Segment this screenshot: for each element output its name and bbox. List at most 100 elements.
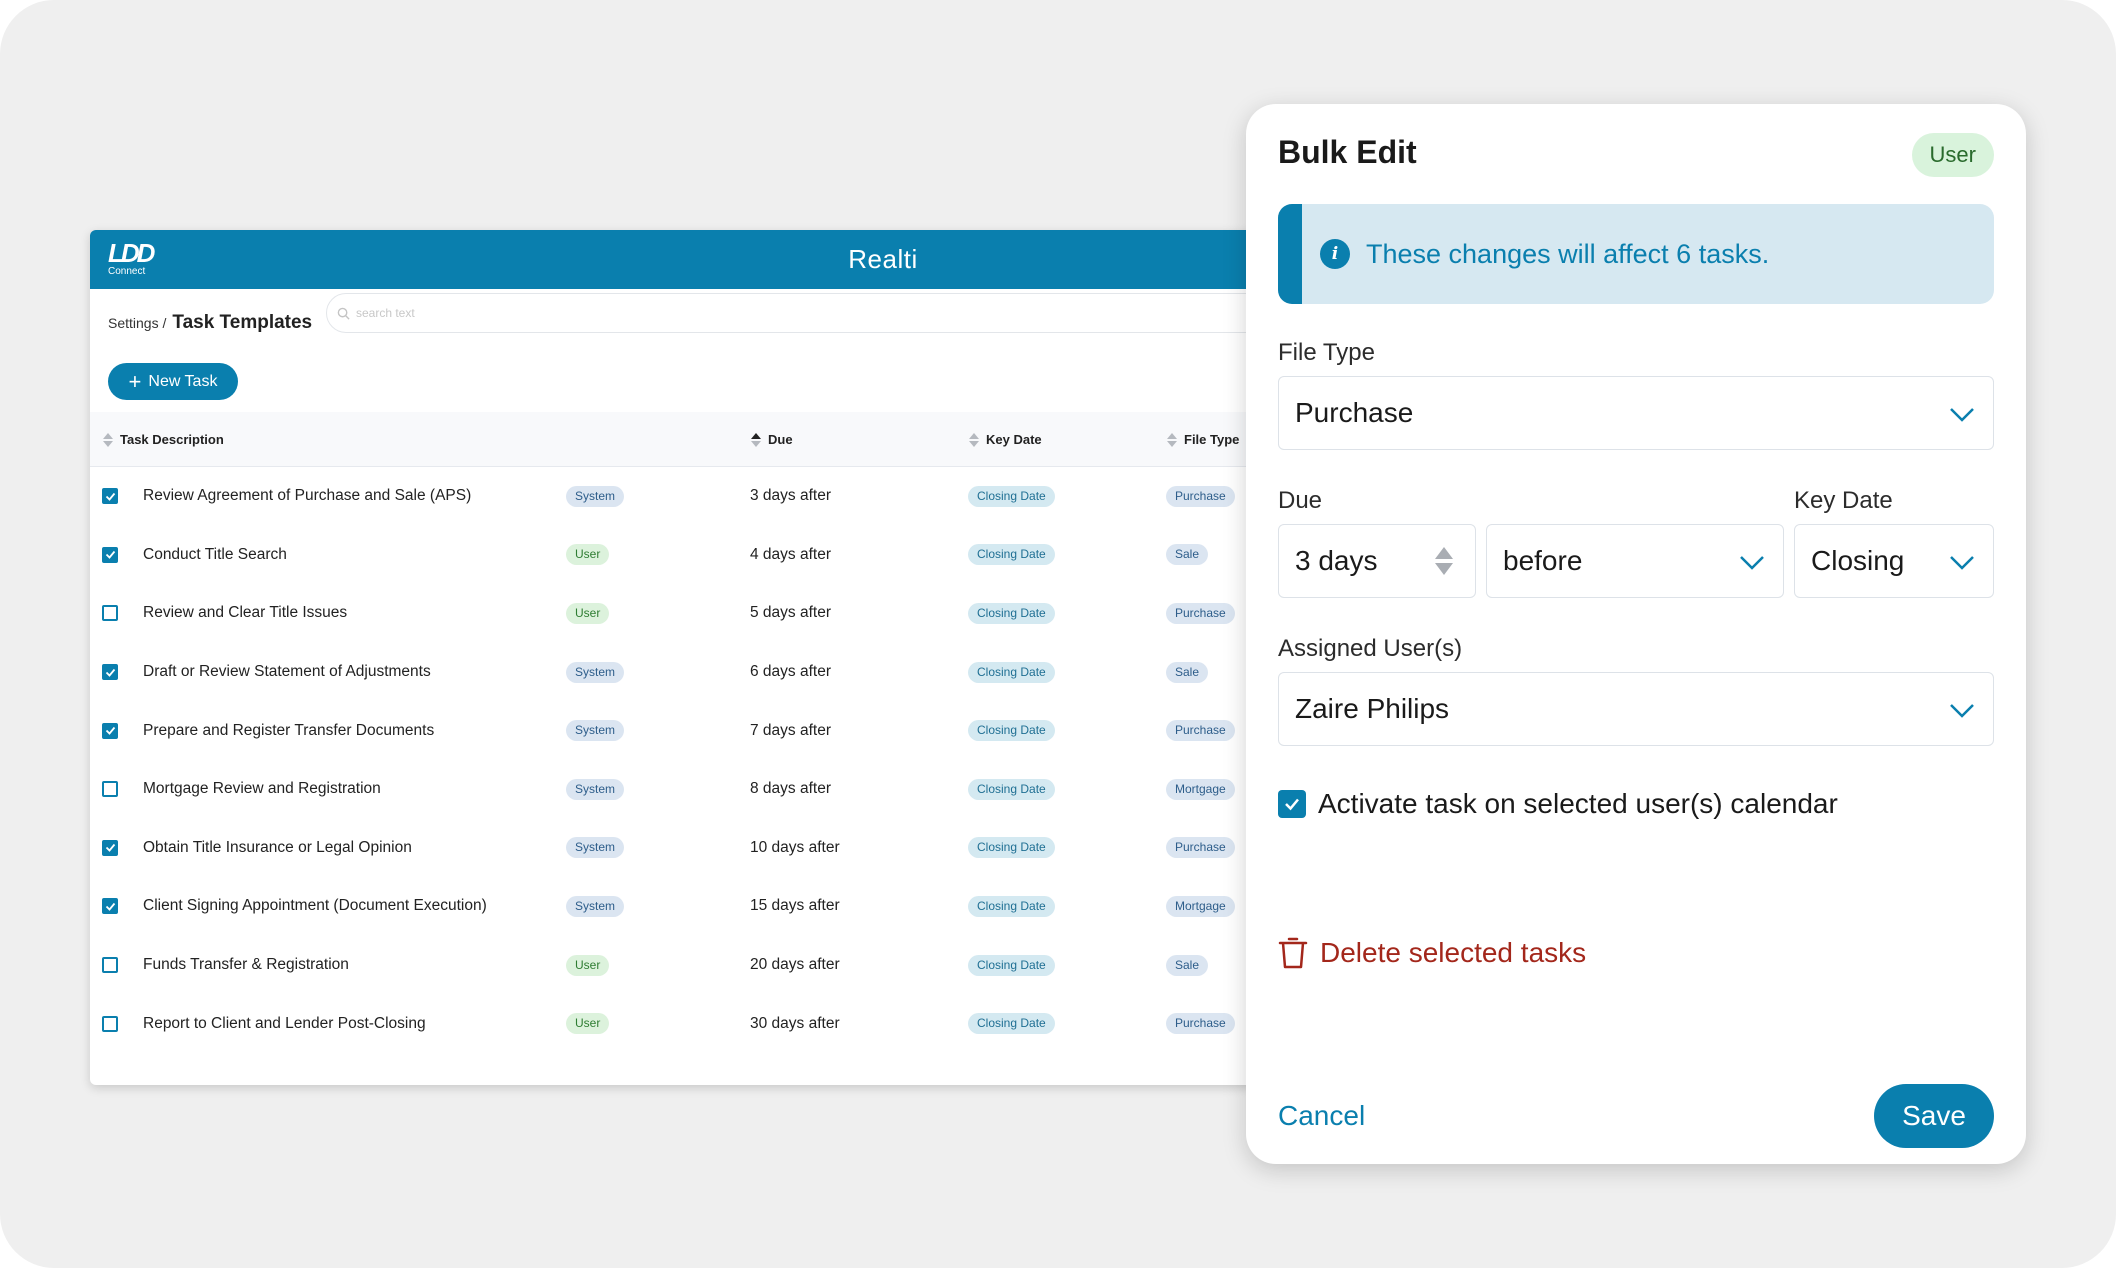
search-box[interactable]	[326, 293, 1350, 333]
table-row[interactable]: Conduct Title Search User 4 days after Clos…	[90, 526, 1350, 585]
file-type-badge: Sale	[1166, 661, 1209, 683]
table-row[interactable]: Draft or Review Statement of Adjustments…	[90, 643, 1350, 702]
chevron-down-icon	[1950, 704, 1974, 718]
checkmark-icon	[105, 551, 115, 560]
row-checkbox[interactable]	[102, 605, 118, 622]
file-type-select[interactable]: Purchase	[1278, 376, 1994, 450]
delete-selected-tasks-button[interactable]: Delete selected tasks	[1278, 936, 1586, 970]
checkmark-icon	[1285, 798, 1299, 811]
due-text: 20 days after	[750, 956, 840, 974]
due-text: 5 days after	[750, 604, 831, 622]
new-task-button[interactable]: + New Task	[108, 363, 238, 400]
task-description: Conduct Title Search	[143, 545, 287, 563]
task-description: Obtain Title Insurance or Legal Opinion	[143, 838, 412, 856]
logo-mark: LDD	[108, 238, 155, 268]
cancel-button[interactable]: Cancel	[1278, 1100, 1366, 1131]
ldd-connect-logo[interactable]: LDD Connect	[108, 240, 168, 280]
due-amount-value: 3 days	[1295, 545, 1378, 576]
sort-icon	[1167, 432, 1177, 447]
table-row[interactable]: Review Agreement of Purchase and Sale (A…	[90, 467, 1350, 526]
breadcrumb: Settings / Task Templates	[108, 305, 312, 341]
row-checkbox[interactable]	[102, 898, 118, 915]
file-type-badge: Sale	[1166, 954, 1209, 976]
source-badge: User	[566, 1013, 610, 1035]
row-checkbox[interactable]	[102, 722, 118, 739]
source-badge: System	[566, 661, 625, 683]
table-row[interactable]: Funds Transfer & Registration User 20 days…	[90, 936, 1350, 995]
plus-icon: +	[128, 368, 142, 394]
trash-icon	[1278, 937, 1308, 969]
due-text: 3 days after	[750, 487, 831, 505]
row-checkbox[interactable]	[102, 1015, 118, 1032]
assigned-users-select[interactable]: Zaire Philips	[1278, 672, 1994, 746]
checkmark-icon	[105, 844, 115, 853]
key-date-badge: Closing Date	[968, 485, 1055, 507]
due-text: 10 days after	[750, 838, 840, 856]
key-date-badge: Closing Date	[968, 602, 1055, 624]
row-checkbox[interactable]	[102, 781, 118, 798]
file-type-badge: Mortgage	[1166, 895, 1235, 917]
role-badge: User	[1911, 133, 1994, 177]
due-direction-select[interactable]: before	[1486, 524, 1784, 598]
row-checkbox[interactable]	[102, 488, 118, 505]
due-direction-value: before	[1503, 545, 1583, 576]
table-row[interactable]: Review and Clear Title Issues User 5 days …	[90, 584, 1350, 643]
due-text: 7 days after	[750, 721, 831, 739]
breadcrumb-settings-link[interactable]: Settings /	[108, 315, 167, 331]
task-description: Report to Client and Lender Post-Closing	[143, 1014, 426, 1032]
due-text: 8 days after	[750, 780, 831, 798]
source-badge: System	[566, 837, 625, 859]
activate-calendar-option[interactable]: Activate task on selected user(s) calend…	[1278, 788, 1838, 820]
file-type-badge: Purchase	[1166, 720, 1235, 742]
column-header-key-date[interactable]: Key Date	[968, 412, 1042, 467]
key-date-select[interactable]: Closing	[1794, 524, 1994, 598]
table-row[interactable]: Prepare and Register Transfer Documents S…	[90, 701, 1350, 760]
app-title: Realti	[848, 244, 918, 274]
column-label: Key Date	[986, 432, 1042, 447]
key-date-badge: Closing Date	[968, 661, 1055, 683]
task-description: Review Agreement of Purchase and Sale (A…	[143, 487, 472, 505]
task-templates-window: LDD Connect Realti Settings / Task Templ…	[90, 230, 1350, 1085]
activate-calendar-checkbox[interactable]	[1278, 790, 1306, 818]
logo-subtitle: Connect	[108, 266, 146, 277]
key-date-badge: Closing Date	[968, 544, 1055, 566]
column-header-due[interactable]: Due	[750, 412, 793, 467]
table-row[interactable]: Mortgage Review and Registration System 8 …	[90, 760, 1350, 819]
chevron-down-icon	[1950, 408, 1974, 422]
info-message: These changes will affect 6 tasks.	[1366, 239, 1770, 269]
assigned-users-label: Assigned User(s)	[1278, 635, 1463, 662]
checkmark-icon	[105, 727, 115, 736]
sort-ascending-icon	[751, 432, 761, 447]
source-badge: User	[566, 544, 610, 566]
sort-icon	[103, 432, 113, 447]
file-type-label: File Type	[1278, 339, 1375, 366]
table-row[interactable]: Report to Client and Lender Post-Closing…	[90, 994, 1350, 1053]
task-description: Review and Clear Title Issues	[143, 604, 348, 622]
row-checkbox[interactable]	[102, 546, 118, 563]
key-date-badge: Closing Date	[968, 720, 1055, 742]
row-checkbox[interactable]	[102, 664, 118, 681]
new-task-label: New Task	[148, 372, 218, 390]
source-badge: System	[566, 895, 625, 917]
table-row[interactable]: Client Signing Appointment (Document Exe…	[90, 877, 1350, 936]
file-type-badge: Purchase	[1166, 602, 1235, 624]
column-header-task-description[interactable]: Task Description	[102, 412, 224, 467]
row-checkbox[interactable]	[102, 839, 118, 856]
save-button[interactable]: Save	[1874, 1084, 1994, 1148]
task-table-body: Review Agreement of Purchase and Sale (A…	[90, 467, 1350, 1053]
chevron-down-icon	[1950, 556, 1974, 570]
table-row[interactable]: Obtain Title Insurance or Legal Opinion S…	[90, 819, 1350, 878]
page-title: Task Templates	[172, 312, 313, 333]
source-badge: System	[566, 778, 625, 800]
stepper-arrows-icon[interactable]	[1433, 545, 1455, 577]
checkmark-icon	[105, 492, 115, 501]
chevron-down-icon	[1740, 556, 1764, 570]
due-amount-stepper[interactable]: 3 days	[1278, 524, 1476, 598]
row-checkbox[interactable]	[102, 957, 118, 974]
column-header-file-type[interactable]: File Type	[1166, 412, 1239, 467]
search-input[interactable]	[356, 306, 956, 320]
sort-icon	[969, 432, 979, 447]
column-label: Task Description	[120, 432, 224, 447]
key-date-badge: Closing Date	[968, 895, 1055, 917]
file-type-badge: Purchase	[1166, 485, 1235, 507]
